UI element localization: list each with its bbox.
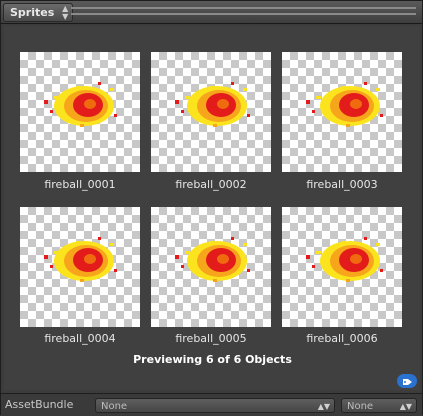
dropdown-arrows-icon: ▲▼ [399,402,412,411]
variant-dropdown-value: None [347,401,374,412]
sprite-label: fireball_0002 [175,178,247,191]
sprite-label: fireball_0004 [44,332,116,345]
fireball-sprite-icon [44,237,117,282]
assetbundle-dropdown[interactable]: None ▲▼ [95,398,335,413]
sprite-thumbnail[interactable] [20,207,140,327]
sprite-thumbnail[interactable] [151,52,271,172]
dropdown-arrows-icon: ▲▼ [317,402,330,411]
sprites-tab[interactable]: Sprites ▲ ▼ [3,3,74,22]
sprite-label: fireball_0001 [44,178,116,191]
fireball-sprite-icon [175,82,250,127]
assetbundle-dropdown-value: None [101,401,128,412]
fireball-sprite-icon [306,237,383,282]
sprite-thumbnail[interactable] [282,52,402,172]
sprites-tab-label: Sprites [10,6,55,19]
tag-icon [403,379,412,385]
updown-arrows-icon: ▲ ▼ [62,4,69,21]
sprite-thumbnail[interactable] [20,52,140,172]
variant-dropdown[interactable]: None ▲▼ [341,398,417,413]
footer-bar: AssetBundle None ▲▼ None ▲▼ [1,393,422,416]
header-divider [71,7,416,15]
panel-header: Sprites ▲ ▼ [1,1,422,24]
sprite-label: fireball_0006 [306,332,378,345]
sprite-label: fireball_0005 [175,332,247,345]
fireball-sprite-icon [175,237,250,282]
tag-button[interactable] [397,374,417,388]
fireball-sprite-icon [306,82,383,127]
preview-count-text: Previewing 6 of 6 Objects [133,353,292,366]
assetbundle-label: AssetBundle [5,398,74,411]
sprite-label: fireball_0003 [306,178,378,191]
sprite-thumbnail[interactable] [151,207,271,327]
sprite-thumbnail[interactable] [282,207,402,327]
fireball-sprite-icon [44,82,117,127]
